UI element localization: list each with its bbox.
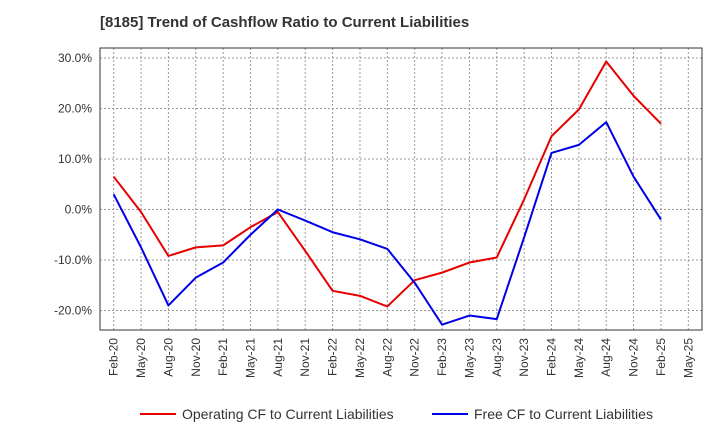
x-tick-label: Aug-23: [490, 338, 504, 377]
y-tick-label: -20.0%: [54, 304, 92, 318]
legend: Operating CF to Current Liabilities Free …: [140, 406, 653, 422]
x-tick-label: Feb-22: [326, 338, 340, 376]
y-tick-label: 0.0%: [65, 203, 93, 217]
x-tick-label: Nov-23: [517, 338, 531, 377]
chart-title: [8185] Trend of Cashflow Ratio to Curren…: [100, 14, 470, 31]
plot-frame: [99, 47, 703, 331]
x-tick-label: May-25: [681, 338, 695, 378]
x-tick-label: Nov-21: [298, 338, 312, 377]
x-tick-label: Feb-20: [107, 338, 121, 376]
legend-label: Free CF to Current Liabilities: [474, 406, 653, 422]
x-tick-label: May-20: [134, 338, 148, 378]
x-tick-label: May-24: [572, 338, 586, 378]
x-tick-label: Aug-24: [599, 338, 613, 377]
y-tick-label: 10.0%: [58, 152, 92, 166]
series-layer: [112, 60, 662, 326]
x-tick-label: Aug-21: [271, 338, 285, 377]
legend-label: Operating CF to Current Liabilities: [182, 406, 394, 422]
grid-layer: [100, 48, 702, 330]
x-tick-label: Feb-23: [435, 338, 449, 376]
x-tick-label: Feb-21: [216, 338, 230, 376]
y-tick-label: 30.0%: [58, 51, 92, 65]
x-tick-label: Nov-24: [627, 338, 641, 377]
x-tick-label: Nov-22: [408, 338, 422, 377]
legend-item-1: Operating CF to Current Liabilities: [140, 406, 394, 422]
x-tick-label: Aug-20: [161, 338, 175, 377]
series-line-1: [112, 60, 662, 308]
x-axis: Feb-20 May-20 Aug-20 Nov-20 Feb-21 May-21 Aug-…: [107, 338, 696, 378]
series-line-2: [112, 121, 662, 326]
y-tick-label: 20.0%: [58, 102, 92, 116]
y-axis: 30.0% 20.0% 10.0% 0.0% -10.0% -20.0%: [54, 51, 92, 318]
y-tick-label: -10.0%: [54, 253, 92, 267]
x-tick-label: Aug-22: [380, 338, 394, 377]
legend-item-2: Free CF to Current Liabilities: [432, 406, 653, 422]
x-tick-label: May-22: [353, 338, 367, 378]
x-tick-label: May-21: [244, 338, 258, 378]
x-tick-label: Feb-25: [654, 338, 668, 376]
x-tick-label: Nov-20: [189, 338, 203, 377]
x-tick-label: May-23: [462, 338, 476, 378]
x-tick-label: Feb-24: [545, 338, 559, 376]
